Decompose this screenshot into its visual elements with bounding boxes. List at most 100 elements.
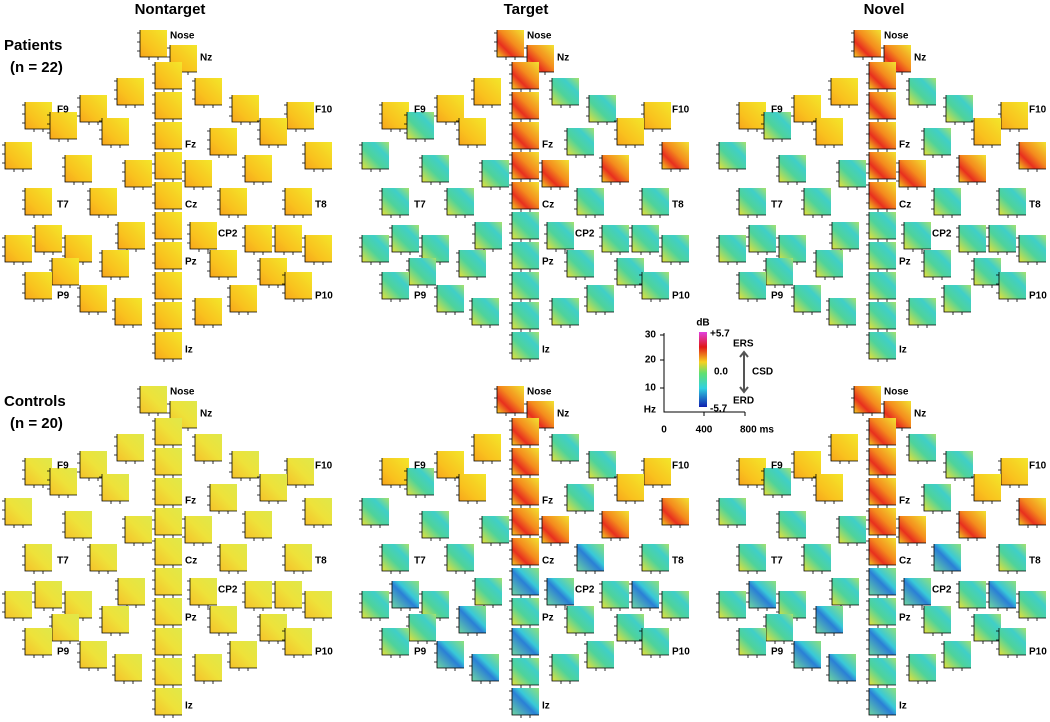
tf-map <box>974 258 1001 285</box>
legend-axes <box>663 333 745 413</box>
tf-axes <box>152 418 182 448</box>
tf-map <box>839 160 866 187</box>
tf-map <box>275 225 302 252</box>
tf-axes <box>456 474 486 504</box>
tf-axes <box>471 434 501 464</box>
tf-axes <box>996 188 1026 218</box>
tf-map <box>25 272 52 299</box>
tf-axes <box>801 188 831 218</box>
electrode-label: Nz <box>557 53 569 64</box>
tf-map <box>816 474 843 501</box>
tf-axes <box>187 222 217 252</box>
tf-map <box>869 92 896 119</box>
tf-map <box>382 544 409 571</box>
tf-map <box>542 516 569 543</box>
tf-axes <box>1016 235 1046 265</box>
tf-map <box>155 152 182 179</box>
tf-map <box>999 272 1026 299</box>
tf-axes <box>152 508 182 538</box>
tf-map <box>230 641 257 668</box>
tf-axes <box>434 641 464 671</box>
tf-map <box>794 95 821 122</box>
tf-map <box>195 78 222 105</box>
tf-axes <box>242 225 272 255</box>
tf-map <box>185 160 212 187</box>
tf-map <box>155 122 182 149</box>
tf-axes <box>931 188 961 218</box>
tf-axes <box>971 118 1001 148</box>
tf-map <box>869 418 896 445</box>
tf-axes <box>564 128 594 158</box>
tf-map <box>190 222 217 249</box>
tf-axes <box>472 222 502 252</box>
tf-map <box>552 654 579 681</box>
erd-label: ERD <box>733 396 754 407</box>
electrode-label: Nose <box>527 387 552 398</box>
tf-map <box>155 598 182 625</box>
tf-axes <box>813 474 843 504</box>
tf-axes <box>389 225 419 255</box>
tf-map <box>25 188 52 215</box>
electrode-label: Fz <box>185 496 196 507</box>
tf-axes <box>866 478 896 508</box>
tf-map <box>1019 142 1046 169</box>
electrode-label: Nz <box>200 409 212 420</box>
tf-map <box>407 112 434 139</box>
tf-axes <box>866 62 896 92</box>
tf-axes <box>866 272 896 302</box>
electrode-label: Pz <box>899 257 911 268</box>
tf-map <box>447 188 474 215</box>
electrode-label: Pz <box>185 257 197 268</box>
tf-map <box>869 212 896 239</box>
tf-map <box>1001 102 1028 129</box>
tf-axes <box>971 474 1001 504</box>
tf-axes <box>302 498 332 528</box>
electrode-label: T7 <box>414 200 426 211</box>
tf-map <box>602 225 629 252</box>
tf-map <box>909 78 936 105</box>
tf-axes <box>404 112 434 142</box>
tf-map <box>719 498 746 525</box>
electrode-label: T8 <box>672 200 684 211</box>
tf-map <box>804 188 831 215</box>
tf-axes <box>539 516 569 546</box>
tf-axes <box>217 188 247 218</box>
tf-axes <box>866 332 896 362</box>
tf-map <box>512 418 539 445</box>
tf-map <box>644 102 671 129</box>
tf-map <box>392 581 419 608</box>
tf-map <box>50 468 77 495</box>
tf-map <box>739 102 766 129</box>
tf-axes <box>639 628 669 658</box>
tf-map <box>832 578 859 605</box>
tf-axes <box>813 118 843 148</box>
tf-map <box>512 332 539 359</box>
tf-map <box>869 598 896 625</box>
tf-map <box>512 508 539 535</box>
tf-axes <box>906 298 936 328</box>
tf-axes <box>956 511 986 541</box>
electrode-label: P10 <box>1029 291 1047 302</box>
tf-map <box>854 30 881 57</box>
tf-map <box>869 332 896 359</box>
tf-map <box>155 212 182 239</box>
tf-axes <box>122 516 152 546</box>
tf-map <box>195 298 222 325</box>
tf-map <box>362 591 389 618</box>
tf-axes <box>509 448 539 478</box>
tf-axes <box>941 285 971 315</box>
tf-axes <box>896 160 926 190</box>
tf-axes <box>2 591 32 621</box>
tf-axes <box>866 508 896 538</box>
tf-map <box>407 468 434 495</box>
tf-axes <box>509 598 539 628</box>
tf-axes <box>114 434 144 464</box>
tf-map <box>102 118 129 145</box>
tf-map <box>829 654 856 681</box>
tf-map <box>869 272 896 299</box>
tf-axes <box>801 544 831 574</box>
tf-map <box>155 688 182 715</box>
tf-axes <box>152 688 182 718</box>
tf-axes <box>614 258 644 288</box>
color-max: +5.7 <box>710 329 730 340</box>
